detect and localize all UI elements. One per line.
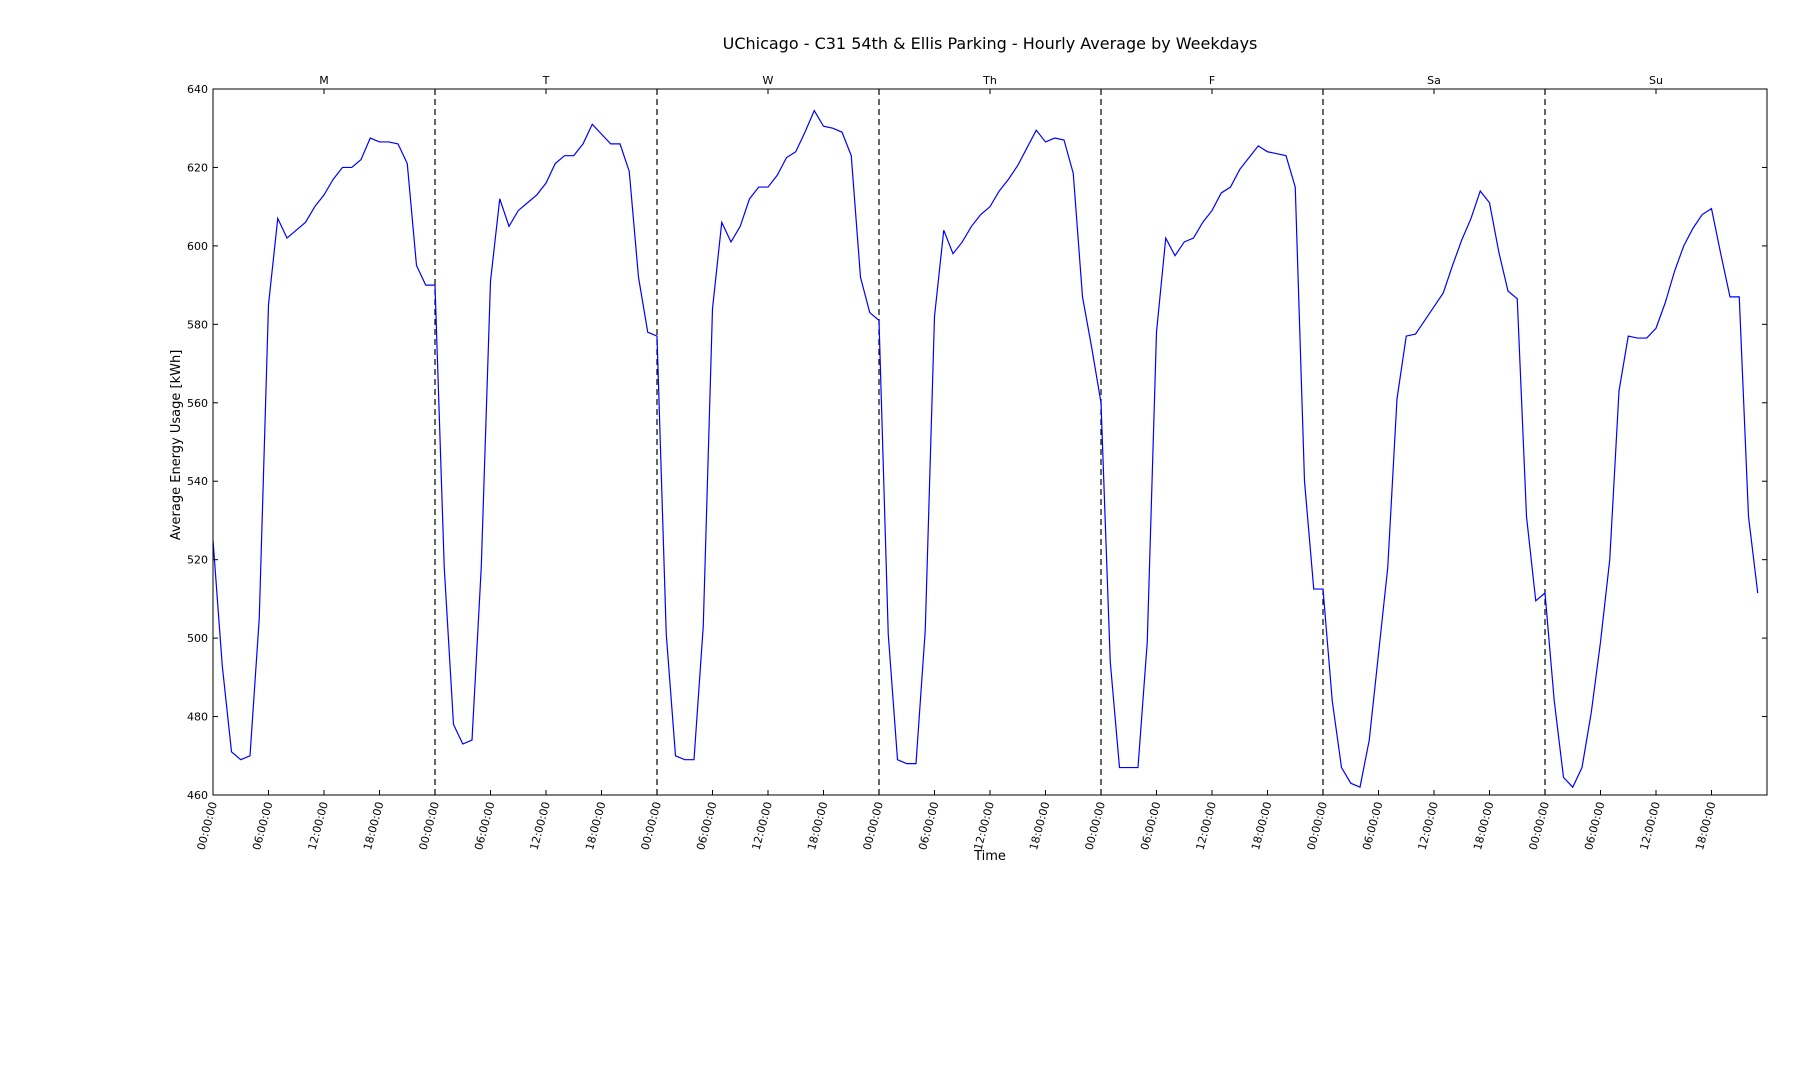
x-tick-label: 06:00:00 (250, 800, 275, 851)
y-tick-label: 620 (187, 161, 208, 174)
x-tick-label: 18:00:00 (1249, 800, 1274, 851)
day-separators (434, 89, 1546, 795)
x-tick-label: 06:00:00 (916, 800, 941, 851)
y-axis: 460 480 500 520 540 560 580 600 620 640 (187, 83, 1767, 802)
x-axis-label: Time (973, 849, 1006, 864)
day-labels: M T W Th F Sa Su (319, 74, 1663, 94)
x-tick-label: 06:00:00 (1582, 800, 1607, 851)
x-tick-label: 00:00:00 (861, 800, 886, 851)
x-tick-label: 12:00:00 (528, 800, 553, 851)
x-tick-label: 18:00:00 (805, 800, 830, 851)
day-label: F (1209, 74, 1215, 87)
x-tick-label: 18:00:00 (583, 800, 608, 851)
day-label: M (319, 74, 329, 87)
day-label: Su (1649, 74, 1663, 87)
x-tick-label: 06:00:00 (1360, 800, 1385, 851)
series-line-layer (212, 109, 1759, 789)
y-tick-label: 460 (187, 789, 208, 802)
series-line (212, 109, 1759, 789)
x-axis: 00:00:00 06:00:00 12:00:00 18:00:00 00:00:00… (195, 790, 1718, 851)
plot-frame (212, 88, 1768, 796)
day-label: Th (982, 74, 997, 87)
x-tick-label: 18:00:00 (1471, 800, 1496, 851)
x-tick-label: 00:00:00 (417, 800, 442, 851)
x-tick-label: 00:00:00 (1083, 800, 1108, 851)
x-tick-label: 12:00:00 (306, 800, 331, 851)
y-tick-label: 560 (187, 397, 208, 410)
x-tick-label: 00:00:00 (1527, 800, 1552, 851)
x-tick-label: 12:00:00 (1416, 800, 1441, 851)
day-label: Sa (1427, 74, 1441, 87)
x-tick-label: 06:00:00 (472, 800, 497, 851)
y-tick-label: 580 (187, 318, 208, 331)
x-tick-label: 18:00:00 (361, 800, 386, 851)
day-label: T (542, 74, 550, 87)
x-tick-label: 00:00:00 (639, 800, 664, 851)
x-tick-label: 00:00:00 (195, 800, 220, 851)
x-tick-label: 06:00:00 (694, 800, 719, 851)
x-tick-label: 12:00:00 (1194, 800, 1219, 851)
x-tick-label: 12:00:00 (750, 800, 775, 851)
y-tick-label: 480 (187, 711, 208, 724)
chart-title: UChicago - C31 54th & Ellis Parking - Ho… (723, 34, 1258, 53)
x-tick-label: 12:00:00 (972, 800, 997, 851)
x-tick-label: 06:00:00 (1138, 800, 1163, 851)
y-tick-label: 640 (187, 83, 208, 96)
x-tick-label: 00:00:00 (1305, 800, 1330, 851)
x-tick-label: 18:00:00 (1693, 800, 1718, 851)
day-label: W (763, 74, 774, 87)
y-tick-label: 600 (187, 240, 208, 253)
x-tick-label: 12:00:00 (1638, 800, 1663, 851)
y-axis-label: Average Energy Usage [kWh] (169, 350, 184, 541)
y-tick-label: 520 (187, 554, 208, 567)
y-tick-label: 500 (187, 632, 208, 645)
x-tick-label: 18:00:00 (1027, 800, 1052, 851)
y-tick-label: 540 (187, 475, 208, 488)
